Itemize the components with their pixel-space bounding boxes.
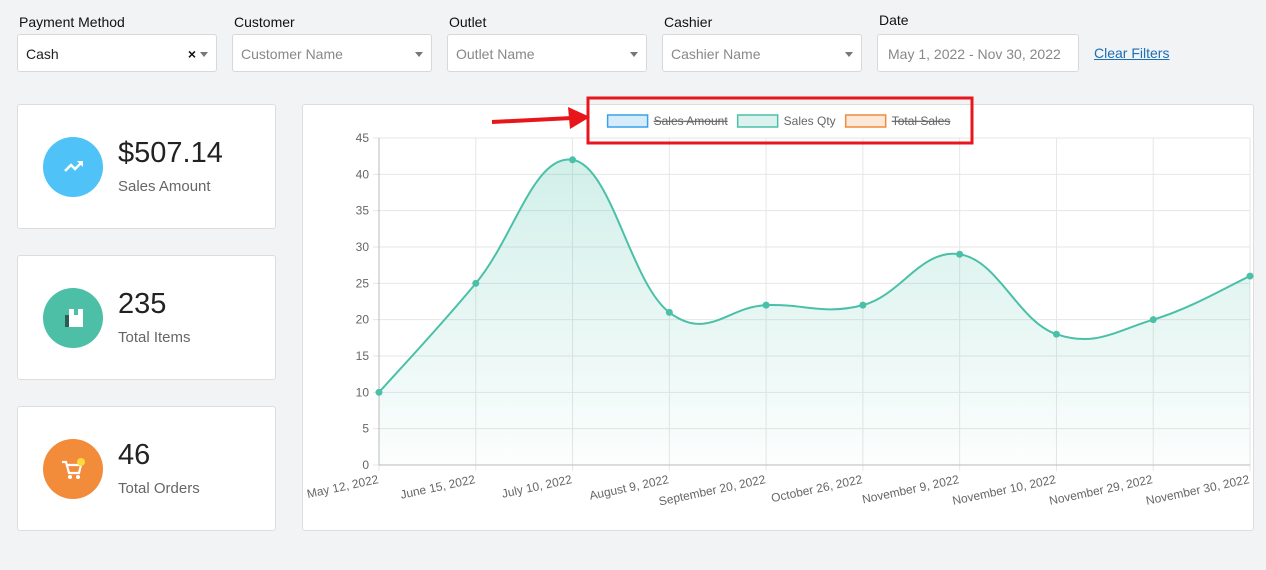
x-tick-label: November 10, 2022 xyxy=(951,472,1057,508)
legend-label: Sales Qty xyxy=(784,114,836,128)
y-tick-label: 0 xyxy=(362,458,369,472)
card-icon xyxy=(43,137,103,197)
x-tick-label: September 20, 2022 xyxy=(657,472,767,508)
card-value: 235 xyxy=(118,288,167,320)
point xyxy=(472,279,480,287)
filter-box[interactable]: Customer Name xyxy=(232,34,432,72)
filter-value: Cashier Name xyxy=(671,46,761,62)
card-icon xyxy=(43,288,103,348)
point xyxy=(1149,316,1157,324)
point xyxy=(665,308,673,316)
x-tick-label: July 10, 2022 xyxy=(500,472,573,501)
x-tick-label: October 26, 2022 xyxy=(770,472,864,505)
y-tick-label: 20 xyxy=(356,313,370,327)
legend-label: Sales Amount xyxy=(654,114,729,128)
legend-label: Total Sales xyxy=(892,114,951,128)
point xyxy=(1246,272,1254,280)
x-tick-label: November 30, 2022 xyxy=(1145,472,1251,508)
area xyxy=(379,159,1250,465)
dropdown-caret xyxy=(415,52,423,57)
filter-label: Customer xyxy=(234,14,295,30)
y-tick-label: 10 xyxy=(356,385,370,399)
y-tick-label: 5 xyxy=(362,422,369,436)
x-tick-label: November 29, 2022 xyxy=(1048,472,1154,508)
y-tick-label: 25 xyxy=(356,276,370,290)
point xyxy=(1052,330,1060,338)
filter-label: Date xyxy=(879,12,909,28)
y-tick-label: 15 xyxy=(356,349,370,363)
point xyxy=(762,301,770,309)
legend-swatch xyxy=(844,114,887,128)
clear-icon[interactable]: × xyxy=(187,46,196,62)
icon-glyph xyxy=(64,161,83,172)
clear-filters-link[interactable]: Clear Filters xyxy=(1094,45,1170,61)
y-tick-label: 35 xyxy=(356,204,370,218)
card-label: Total Orders xyxy=(118,480,200,497)
x-tick-label: November 9, 2022 xyxy=(861,472,961,506)
filter-label: Payment Method xyxy=(19,14,125,30)
filter-box[interactable]: Cash × xyxy=(17,34,217,72)
dropdown-caret xyxy=(200,52,208,57)
filter-value: Customer Name xyxy=(241,46,343,62)
stat-card: 46 Total Orders xyxy=(17,406,276,531)
stat-card: $507.14 Sales Amount xyxy=(17,104,276,229)
y-tick-label: 45 xyxy=(356,131,370,145)
point xyxy=(375,388,383,396)
y-tick-label: 30 xyxy=(356,240,370,254)
card-label: Sales Amount xyxy=(118,178,211,195)
point xyxy=(859,301,867,309)
filter-box[interactable]: May 1, 2022 - Nov 30, 2022 xyxy=(877,34,1079,72)
icon-glyph xyxy=(62,458,85,479)
filter-label: Cashier xyxy=(664,14,713,30)
chart-panel: 0 5 10 15 20 25 30 35 40 45 May 12, 2022 June 15, 2… xyxy=(302,104,1254,531)
filter-box[interactable]: Cashier Name xyxy=(662,34,862,72)
card-value: 46 xyxy=(118,439,151,471)
filter-value: May 1, 2022 - Nov 30, 2022 xyxy=(888,46,1061,62)
y-tick-label: 40 xyxy=(356,167,370,181)
filter-value: Cash xyxy=(26,46,59,62)
x-tick-label: June 15, 2022 xyxy=(399,472,477,502)
filter-box[interactable]: Outlet Name xyxy=(447,34,647,72)
card-label: Total Items xyxy=(118,329,191,346)
stat-card: 235 Total Items xyxy=(17,255,276,380)
x-tick-label: May 12, 2022 xyxy=(306,472,380,501)
point xyxy=(569,156,577,164)
dropdown-caret xyxy=(845,52,853,57)
point xyxy=(956,250,964,258)
dropdown-caret xyxy=(630,52,638,57)
filter-value: Outlet Name xyxy=(456,46,535,62)
filter-label: Outlet xyxy=(449,14,487,30)
card-value: $507.14 xyxy=(118,137,223,169)
card-icon xyxy=(43,439,103,499)
icon-glyph xyxy=(65,309,83,327)
legend-swatch xyxy=(736,114,779,128)
line xyxy=(378,158,1251,393)
chart: 0 5 10 15 20 25 30 35 40 45 May 12, 2022 June 15, 2… xyxy=(306,114,1254,509)
legend-swatch xyxy=(606,114,649,128)
